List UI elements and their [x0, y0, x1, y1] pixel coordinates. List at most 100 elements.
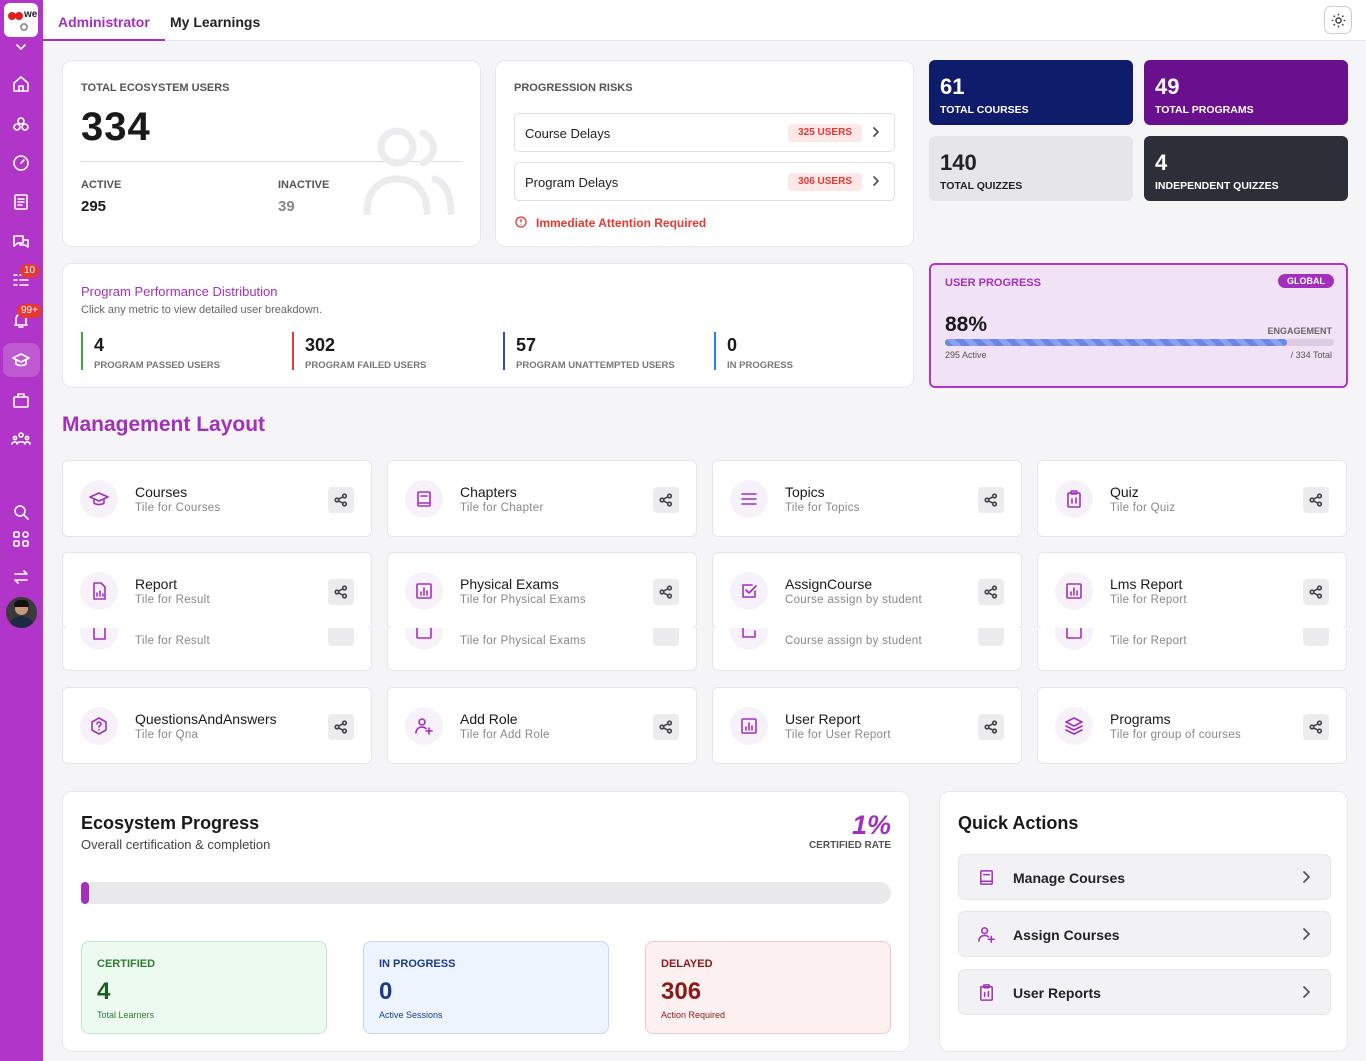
share-icon — [659, 585, 673, 599]
share-icon — [659, 720, 673, 734]
chevron-down-icon[interactable] — [11, 38, 31, 52]
tile-user-report[interactable]: User Report Tile for User Report — [712, 687, 1022, 764]
share-icon — [334, 720, 348, 734]
tile-programs[interactable]: Programs Tile for group of courses — [1037, 687, 1347, 764]
metric-passed[interactable]: 4 PROGRAM PASSED USERS — [81, 332, 220, 371]
user-progress-fill — [945, 339, 1288, 346]
document-icon[interactable] — [11, 192, 31, 212]
tile-assign-course[interactable]: AssignCourse Course assign by student — [712, 552, 1022, 629]
total-courses-kpi[interactable]: 61 TOTAL COURSES — [929, 60, 1133, 125]
share-button[interactable] — [1303, 487, 1329, 513]
briefcase-icon[interactable] — [11, 390, 31, 410]
metric-unattempted[interactable]: 57 PROGRAM UNATTEMPTED USERS — [503, 332, 675, 371]
tile-courses[interactable]: Courses Tile for Courses — [62, 460, 372, 537]
clipboard-icon — [977, 983, 996, 1002]
delayed-stat[interactable]: DELAYED 306 Action Required — [645, 941, 891, 1034]
independent-quizzes-kpi[interactable]: 4 INDEPENDENT QUIZZES — [1144, 136, 1348, 201]
tab-my-learnings[interactable]: My Learnings — [170, 14, 261, 30]
ecosystem-progress-fill — [81, 882, 90, 904]
chevron-right-icon — [1300, 926, 1312, 942]
share-button[interactable] — [328, 579, 354, 605]
share-button[interactable] — [328, 714, 354, 740]
manage-courses-button[interactable]: Manage Courses — [958, 854, 1331, 900]
share-button[interactable] — [653, 487, 679, 513]
share-icon — [659, 493, 673, 507]
tile-report-ghost: Tile for Result — [62, 628, 372, 671]
check-square-icon — [730, 572, 768, 610]
tile-lms-report[interactable]: Lms Report Tile for Report — [1037, 552, 1347, 629]
list-icon — [730, 480, 768, 518]
active-users-value: 295 — [81, 198, 107, 215]
in-progress-stat[interactable]: IN PROGRESS 0 Active Sessions — [363, 941, 609, 1034]
total-programs-kpi[interactable]: 49 TOTAL PROGRAMS — [1144, 60, 1348, 125]
course-delays-badge: 325 USERS — [788, 124, 862, 142]
share-icon — [984, 493, 998, 507]
bar-chart-icon — [405, 572, 443, 610]
home-icon[interactable] — [11, 74, 31, 94]
report-icon — [80, 572, 118, 610]
share-button[interactable] — [978, 487, 1004, 513]
ecosystem-progress-card: Ecosystem Progress Overall certification… — [62, 791, 910, 1052]
share-button[interactable] — [653, 714, 679, 740]
share-icon — [1309, 585, 1323, 599]
tab-administrator[interactable]: Administrator — [43, 0, 165, 41]
course-delays-row[interactable]: Course Delays 325 USERS — [514, 113, 895, 152]
settings-button[interactable] — [1324, 6, 1352, 34]
user-progress-bar — [945, 339, 1334, 346]
share-button[interactable] — [1303, 714, 1329, 740]
share-button[interactable] — [978, 714, 1004, 740]
apps-icon[interactable] — [11, 529, 31, 549]
program-delays-row[interactable]: Program Delays 306 USERS — [514, 162, 895, 201]
share-icon — [984, 585, 998, 599]
management-title: Management Layout — [62, 413, 266, 436]
total-users-card[interactable]: TOTAL ECOSYSTEM USERS 334 ACTIVE 295 INA… — [62, 60, 481, 247]
switch-icon[interactable] — [11, 567, 31, 587]
bar-chart-icon — [1055, 572, 1093, 610]
share-icon — [1309, 720, 1323, 734]
graduation-cap-icon — [80, 480, 118, 518]
user-progress-percent: 88% — [945, 313, 988, 336]
program-delays-badge: 306 USERS — [788, 173, 862, 191]
app-logo[interactable]: we — [4, 3, 38, 37]
user-progress-card: USER PROGRESS GLOBAL 88% ENGAGEMENT 295 … — [929, 263, 1348, 388]
search-icon[interactable] — [11, 502, 31, 522]
tile-quiz[interactable]: Quiz Tile for Quiz — [1037, 460, 1347, 537]
share-button[interactable] — [653, 579, 679, 605]
chevron-right-icon — [1300, 869, 1312, 885]
tile-assign-course-ghost: Course assign by student — [712, 628, 1022, 671]
total-quizzes-kpi[interactable]: 140 TOTAL QUIZZES — [929, 136, 1133, 201]
tile-report[interactable]: Report Tile for Result — [62, 552, 372, 629]
tile-chapters[interactable]: Chapters Tile for Chapter — [387, 460, 697, 537]
share-icon — [334, 585, 348, 599]
tile-physical-exams-ghost: Tile for Physical Exams — [387, 628, 697, 671]
user-plus-icon — [405, 707, 443, 745]
attention-text: Immediate Attention Required — [536, 216, 707, 230]
tile-add-role[interactable]: Add Role Tile for Add Role — [387, 687, 697, 764]
avatar[interactable] — [6, 597, 37, 628]
graduation-cap-icon[interactable] — [11, 350, 31, 370]
dashboard-icon[interactable] — [11, 153, 31, 173]
metric-in-progress[interactable]: 0 IN PROGRESS — [714, 332, 793, 371]
share-button[interactable] — [978, 579, 1004, 605]
global-badge: GLOBAL — [1278, 274, 1334, 288]
chevron-right-icon — [870, 174, 882, 188]
divider — [81, 161, 462, 162]
share-button[interactable] — [328, 487, 354, 513]
program-performance-card: Program Performance Distribution Click a… — [62, 263, 914, 388]
active-nav-highlight — [3, 343, 40, 377]
certified-rate-value: 1% — [851, 810, 891, 840]
tile-questions-and-answers[interactable]: QuestionsAndAnswers Tile for Qna — [62, 687, 372, 764]
inactive-users-value: 39 — [278, 198, 295, 215]
chat-icon[interactable] — [11, 232, 31, 252]
users-icon[interactable] — [11, 429, 31, 449]
share-button[interactable] — [1303, 579, 1329, 605]
top-tab-bar: Administrator My Learnings — [43, 0, 1366, 41]
layers-icon — [1055, 707, 1093, 745]
modules-icon[interactable] — [11, 114, 31, 134]
user-reports-button[interactable]: User Reports — [958, 969, 1331, 1015]
assign-courses-button[interactable]: Assign Courses — [958, 911, 1331, 957]
tile-topics[interactable]: Topics Tile for Topics — [712, 460, 1022, 537]
metric-failed[interactable]: 302 PROGRAM FAILED USERS — [292, 332, 426, 371]
certified-stat[interactable]: CERTIFIED 4 Total Learners — [81, 941, 327, 1034]
tile-physical-exams[interactable]: Physical Exams Tile for Physical Exams — [387, 552, 697, 629]
